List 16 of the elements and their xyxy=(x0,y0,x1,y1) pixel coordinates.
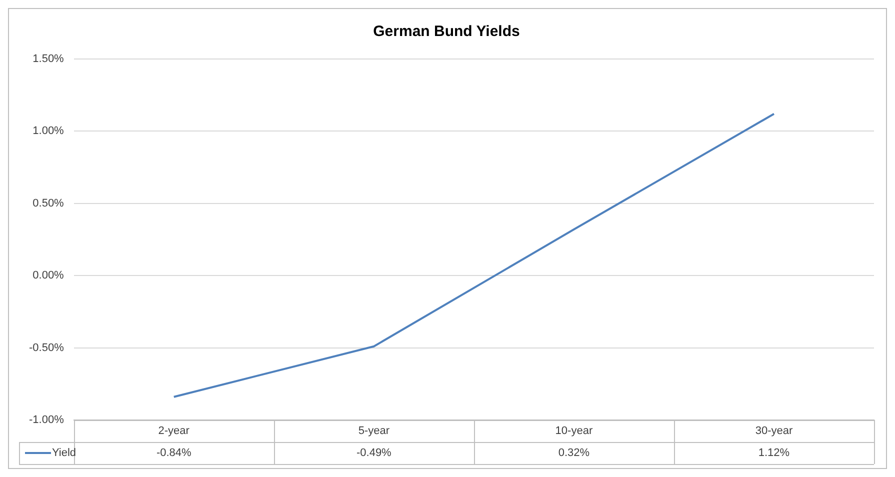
y-tick-label: 1.50% xyxy=(32,53,64,66)
x-tick-label: 10-year xyxy=(555,425,593,438)
y-tick-label: 0.00% xyxy=(32,270,64,282)
data-label: -0.49% xyxy=(356,447,392,460)
data-label: 1.12% xyxy=(758,447,790,460)
y-tick-label: 1.00% xyxy=(32,125,64,138)
data-label: -0.84% xyxy=(156,447,192,460)
legend-label: Yield xyxy=(52,447,76,460)
x-tick-label: 2-year xyxy=(158,425,190,438)
y-tick-label: 0.50% xyxy=(32,197,64,210)
y-tick-label: -0.50% xyxy=(28,342,64,354)
data-label: 0.32% xyxy=(558,447,590,460)
chart-title: German Bund Yields xyxy=(373,23,520,40)
x-tick-label: 5-year xyxy=(358,425,390,438)
y-tick-label: -1.00% xyxy=(28,414,64,426)
x-tick-label: 30-year xyxy=(755,425,793,438)
